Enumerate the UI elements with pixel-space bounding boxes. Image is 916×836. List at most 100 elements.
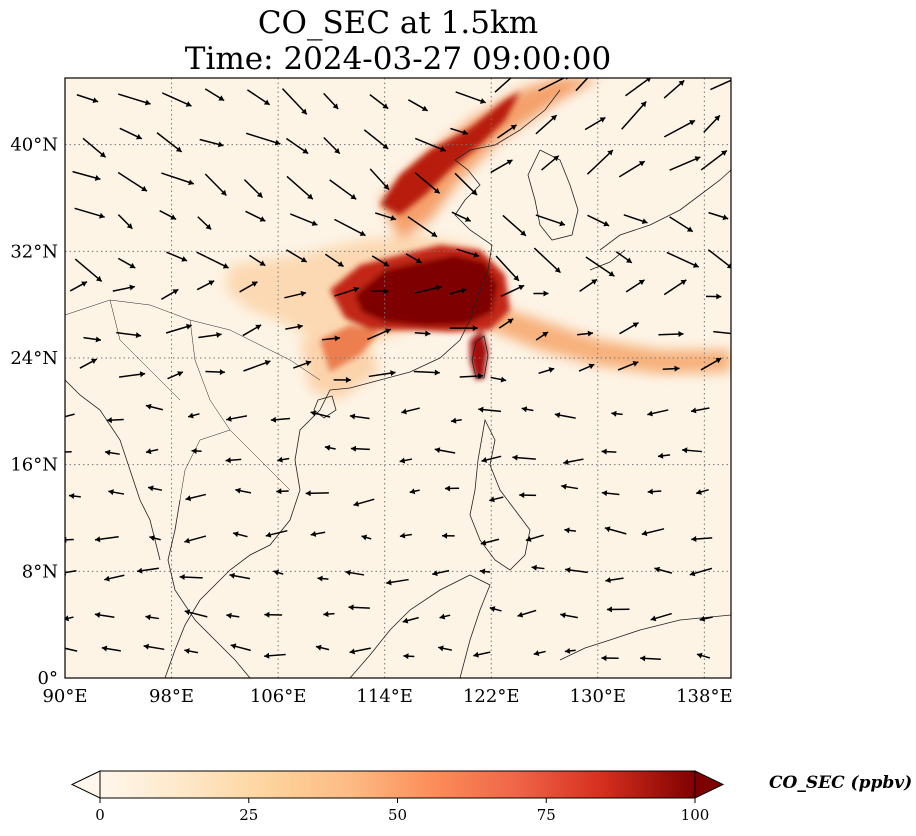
wind-arrow [165, 323, 192, 334]
wind-arrow [531, 564, 545, 571]
wind-arrow [243, 360, 271, 372]
wind-arrow [166, 251, 188, 262]
wind-arrow [495, 255, 520, 282]
wind-arrow [317, 575, 329, 582]
wind-arrow [619, 322, 639, 335]
wind-arrow [578, 363, 595, 372]
colorbar-tick-label: 100 [681, 806, 710, 824]
wind-arrow [666, 251, 700, 268]
wind-arrow [118, 371, 146, 378]
wind-arrow [490, 376, 507, 383]
wind-arrow [350, 445, 370, 452]
wind-arrow [414, 330, 431, 337]
wind-arrow [640, 655, 661, 662]
map-background [65, 78, 731, 678]
wind-arrow [116, 331, 142, 339]
wind-arrow [657, 452, 671, 459]
map-frame [64, 77, 732, 679]
wind-arrow [72, 170, 101, 181]
wind-arrow [204, 173, 227, 197]
wind-arrow [119, 127, 143, 140]
wind-arrow [101, 645, 121, 652]
wind-arrow [117, 93, 151, 106]
wind-arrow [368, 370, 396, 378]
wind-arrow [161, 92, 192, 107]
wind-arrow [230, 643, 251, 652]
wind-arrow [449, 287, 467, 295]
wind-arrow [525, 534, 544, 542]
wind-arrow [185, 493, 207, 502]
wind-arrow [473, 651, 491, 658]
wind-arrow [615, 251, 633, 264]
wind-arrow [489, 606, 502, 612]
wind-arrow [480, 538, 500, 546]
country-borders [65, 299, 321, 501]
wind-arrow [371, 255, 390, 267]
wind-arrow [621, 101, 647, 130]
wind-arrow [369, 168, 390, 191]
wind-arrow [117, 171, 148, 192]
wind-arrow [196, 280, 215, 291]
wind-arrow [226, 415, 248, 422]
wind-arrow [407, 216, 438, 238]
wind-arrow [625, 279, 645, 293]
wind-arrow [184, 535, 207, 544]
coastline-thailand-malay [167, 499, 251, 678]
coastline-taiwan [471, 335, 489, 379]
wind-arrow [663, 279, 687, 296]
wind-arrow [605, 577, 624, 584]
wind-arrow [198, 331, 222, 339]
wind-arrow [439, 613, 451, 620]
wind-arrow [432, 569, 450, 577]
wind-arrow [554, 412, 576, 419]
wind-arrow [310, 410, 331, 418]
wind-arrow [82, 137, 107, 158]
wind-arrow [184, 648, 199, 655]
wind-arrow [478, 406, 502, 413]
wind-arrow [606, 606, 630, 613]
wind-arrow [414, 172, 441, 194]
wind-arrow [324, 253, 344, 268]
wind-arrow [584, 116, 606, 131]
wind-arrow [585, 256, 615, 277]
wind-arrow [669, 156, 701, 171]
wind-arrow [265, 529, 288, 538]
lat-tick-label: 40°N [10, 135, 58, 156]
wind-arrow [601, 655, 619, 662]
wind-arrow [561, 483, 579, 490]
wind-arrow [161, 172, 195, 186]
wind-arrow [587, 214, 610, 227]
wind-arrow [647, 488, 662, 495]
wind-arrow [229, 572, 251, 580]
colorbar-tick-label: 75 [537, 806, 556, 824]
wind-arrow [708, 211, 729, 221]
wind-arrow [402, 616, 419, 624]
wind-arrow [641, 528, 665, 536]
wind-arrow [658, 331, 684, 338]
wind-arrow [618, 160, 646, 178]
wind-arrow [512, 454, 536, 461]
wind-arrow [270, 416, 291, 423]
wind-arrow [205, 369, 225, 376]
wind-arrow [399, 457, 413, 464]
wind-arrow [663, 119, 696, 138]
co-plume-pacific-band [480, 300, 731, 374]
wind-arrow [187, 412, 200, 419]
wind-arrow [94, 612, 115, 618]
wind-arrow [601, 490, 620, 497]
latitude-tick-labels: 0° 8°N 16°N 24°N 32°N 40°N [10, 135, 58, 689]
wind-arrow [564, 527, 577, 534]
lat-tick-label: 0° [38, 668, 58, 689]
wind-arrow [145, 403, 164, 411]
wind-arrow [700, 149, 728, 171]
wind-arrow [489, 496, 504, 503]
coastlines [65, 89, 731, 678]
wind-arrow [334, 286, 360, 297]
wind-arrow [226, 612, 240, 619]
wind-arrow [184, 609, 208, 618]
wind-arrow [108, 489, 125, 496]
wind-arrow [601, 448, 617, 455]
wind-arrow [500, 284, 525, 297]
wind-arrow [104, 449, 120, 456]
wind-arrow [179, 574, 203, 581]
